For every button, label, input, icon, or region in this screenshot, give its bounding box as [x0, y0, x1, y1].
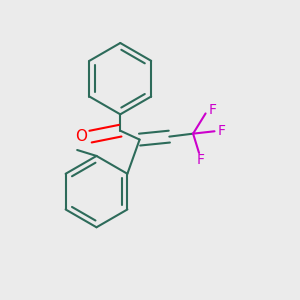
Text: F: F [196, 153, 205, 167]
Text: F: F [209, 103, 217, 118]
Text: O: O [75, 129, 87, 144]
Text: F: F [218, 124, 226, 138]
